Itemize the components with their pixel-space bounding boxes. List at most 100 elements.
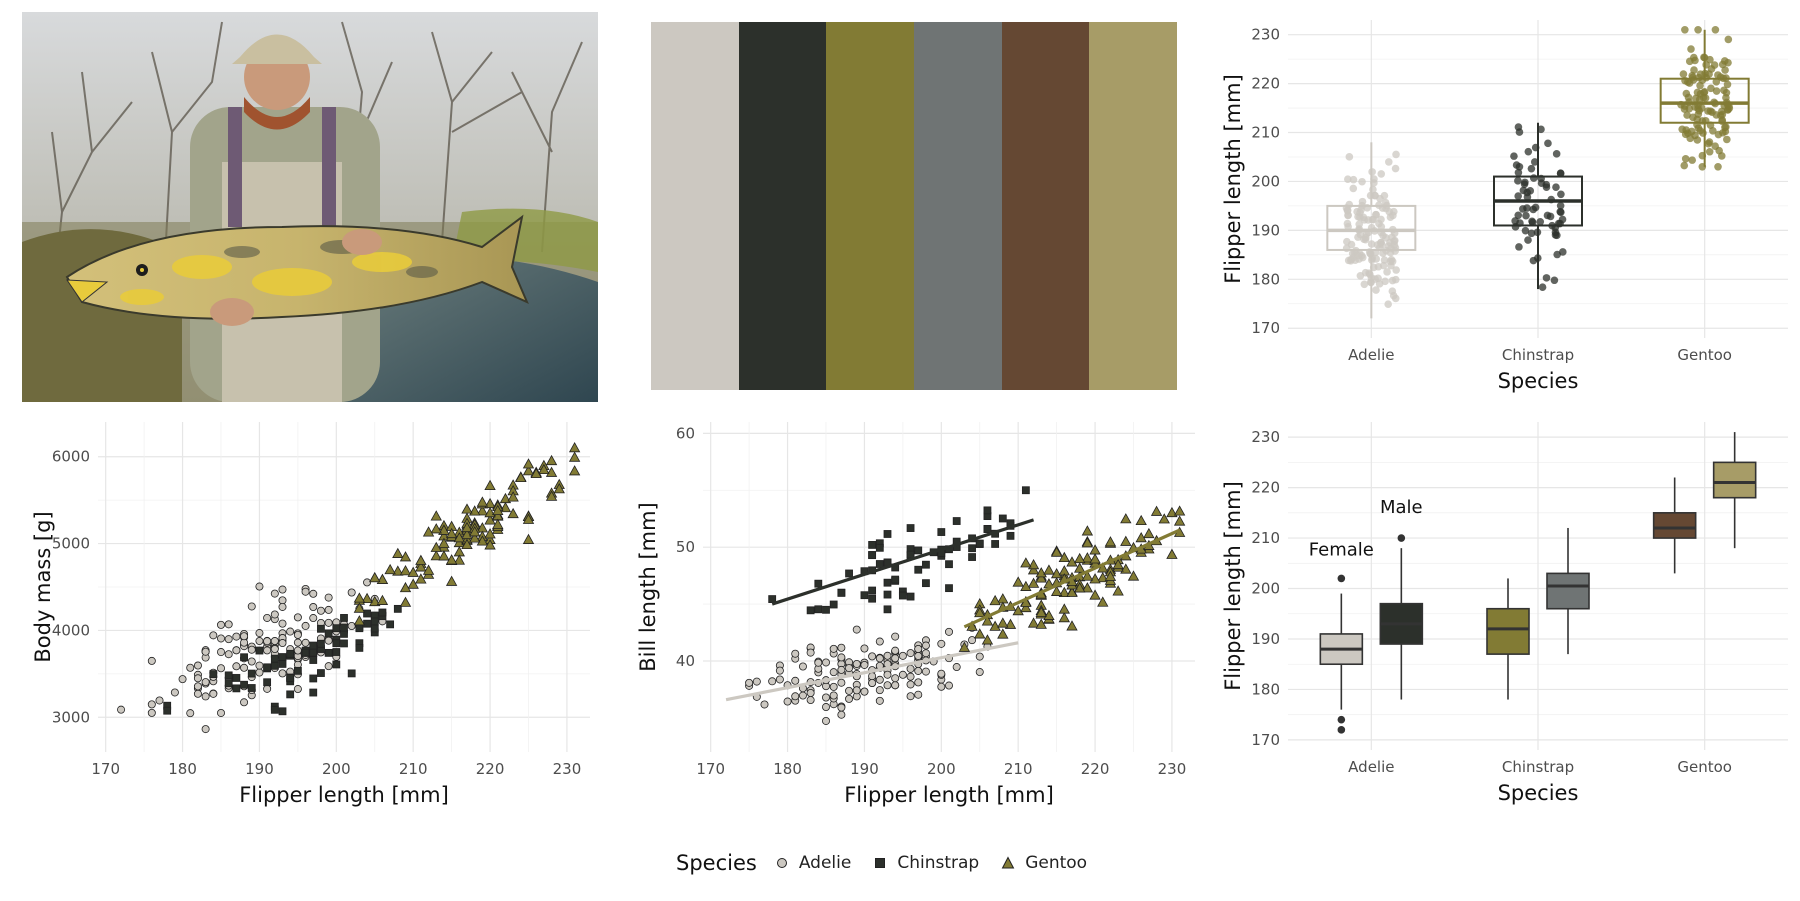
jitter-point bbox=[1382, 234, 1390, 242]
x-tick-label: 200 bbox=[322, 760, 351, 778]
data-point bbox=[293, 638, 302, 647]
jitter-point bbox=[1689, 73, 1697, 82]
data-point bbox=[293, 613, 302, 622]
data-point bbox=[278, 660, 287, 668]
data-point bbox=[944, 627, 953, 636]
data-point bbox=[415, 573, 427, 584]
data-point bbox=[883, 605, 892, 614]
data-point bbox=[975, 668, 984, 677]
box-gentoo-male bbox=[1712, 432, 1757, 549]
data-point bbox=[891, 646, 900, 655]
jitter-point bbox=[1514, 211, 1523, 220]
data-point bbox=[340, 639, 348, 648]
legend-item-gentoo: Gentoo bbox=[1001, 853, 1087, 873]
data-point bbox=[293, 666, 302, 675]
data-point bbox=[499, 501, 512, 513]
jitter-point bbox=[1343, 237, 1351, 246]
data-point bbox=[201, 647, 210, 656]
data-point bbox=[906, 664, 915, 673]
data-point bbox=[476, 505, 489, 516]
jitter-point bbox=[1343, 207, 1352, 215]
jitter-point bbox=[1718, 110, 1727, 119]
data-point bbox=[791, 649, 800, 658]
jitter-point bbox=[1524, 147, 1533, 156]
data-point bbox=[952, 663, 961, 672]
data-point bbox=[216, 648, 225, 657]
jitter-point bbox=[1530, 158, 1539, 166]
data-point bbox=[968, 636, 977, 645]
data-point bbox=[453, 532, 465, 543]
data-point bbox=[461, 538, 473, 550]
data-point bbox=[209, 689, 218, 698]
data-point bbox=[845, 569, 853, 578]
y-tick-label: 3000 bbox=[52, 708, 90, 726]
legend-item-chinstrap: Chinstrap bbox=[873, 853, 979, 873]
x-axis-label: Flipper length [mm] bbox=[239, 783, 449, 807]
y-tick-label: 220 bbox=[1251, 479, 1280, 497]
jitter-point bbox=[1706, 55, 1714, 64]
data-point bbox=[1074, 562, 1086, 573]
data-point bbox=[347, 588, 356, 597]
x-tick-label: Adelie bbox=[1348, 346, 1394, 364]
chart-flipper-sex-boxplot: 170 180 190 200 210 220 230 Adelie Chinstrap Gent… bbox=[1221, 422, 1788, 805]
data-point bbox=[768, 677, 777, 686]
data-point bbox=[186, 709, 195, 718]
data-point bbox=[1135, 514, 1147, 526]
data-point bbox=[806, 606, 815, 615]
data-point bbox=[240, 698, 249, 707]
data-point bbox=[958, 641, 971, 652]
data-point bbox=[407, 578, 419, 589]
data-point bbox=[568, 465, 581, 476]
data-point bbox=[370, 617, 379, 626]
y-tick-label: 200 bbox=[1251, 172, 1280, 190]
data-point bbox=[891, 654, 900, 663]
data-point bbox=[224, 679, 233, 688]
data-point bbox=[309, 656, 318, 664]
data-point bbox=[361, 592, 373, 603]
data-point bbox=[399, 565, 412, 576]
jitter-point bbox=[1343, 219, 1352, 228]
jitter-point bbox=[1552, 183, 1560, 191]
jitter-point bbox=[1529, 205, 1538, 214]
data-point bbox=[1058, 612, 1070, 623]
axes: 40 50 60 170 180 190 200 210 220 230 bbox=[676, 422, 1195, 778]
jitter-point bbox=[1551, 228, 1560, 237]
data-point bbox=[255, 637, 264, 646]
jitter-point bbox=[1391, 294, 1400, 303]
jitter-point bbox=[1710, 61, 1719, 69]
x-tick-label: 170 bbox=[91, 760, 120, 778]
data-point bbox=[1081, 552, 1094, 563]
data-point bbox=[852, 686, 861, 695]
data-point bbox=[255, 668, 264, 677]
data-point bbox=[1173, 515, 1186, 526]
data-point bbox=[430, 541, 442, 552]
jitter-point bbox=[1683, 111, 1691, 119]
data-point bbox=[983, 525, 992, 533]
jitter-point bbox=[1681, 25, 1689, 34]
data-point bbox=[806, 688, 815, 697]
data-point bbox=[263, 684, 272, 693]
data-point bbox=[1081, 570, 1094, 581]
data-point bbox=[1050, 546, 1063, 557]
data-point bbox=[309, 603, 318, 612]
data-point bbox=[545, 466, 558, 477]
data-point bbox=[278, 707, 287, 716]
jitter-point bbox=[1712, 77, 1721, 86]
annotation-male: Male bbox=[1380, 497, 1423, 518]
data-point bbox=[469, 532, 481, 543]
data-point bbox=[883, 590, 892, 599]
data-point bbox=[392, 565, 404, 576]
data-point bbox=[507, 491, 519, 502]
data-point bbox=[369, 571, 381, 583]
data-point bbox=[309, 688, 318, 697]
jitter-point bbox=[1376, 238, 1385, 247]
data-point bbox=[147, 708, 156, 717]
data-point bbox=[798, 662, 807, 671]
jitter-point bbox=[1552, 150, 1561, 158]
data-point bbox=[891, 681, 900, 690]
data-point bbox=[1035, 618, 1047, 629]
data-point bbox=[224, 620, 233, 629]
data-point bbox=[393, 604, 402, 613]
data-point bbox=[278, 596, 287, 605]
jitter-point bbox=[1538, 283, 1547, 292]
